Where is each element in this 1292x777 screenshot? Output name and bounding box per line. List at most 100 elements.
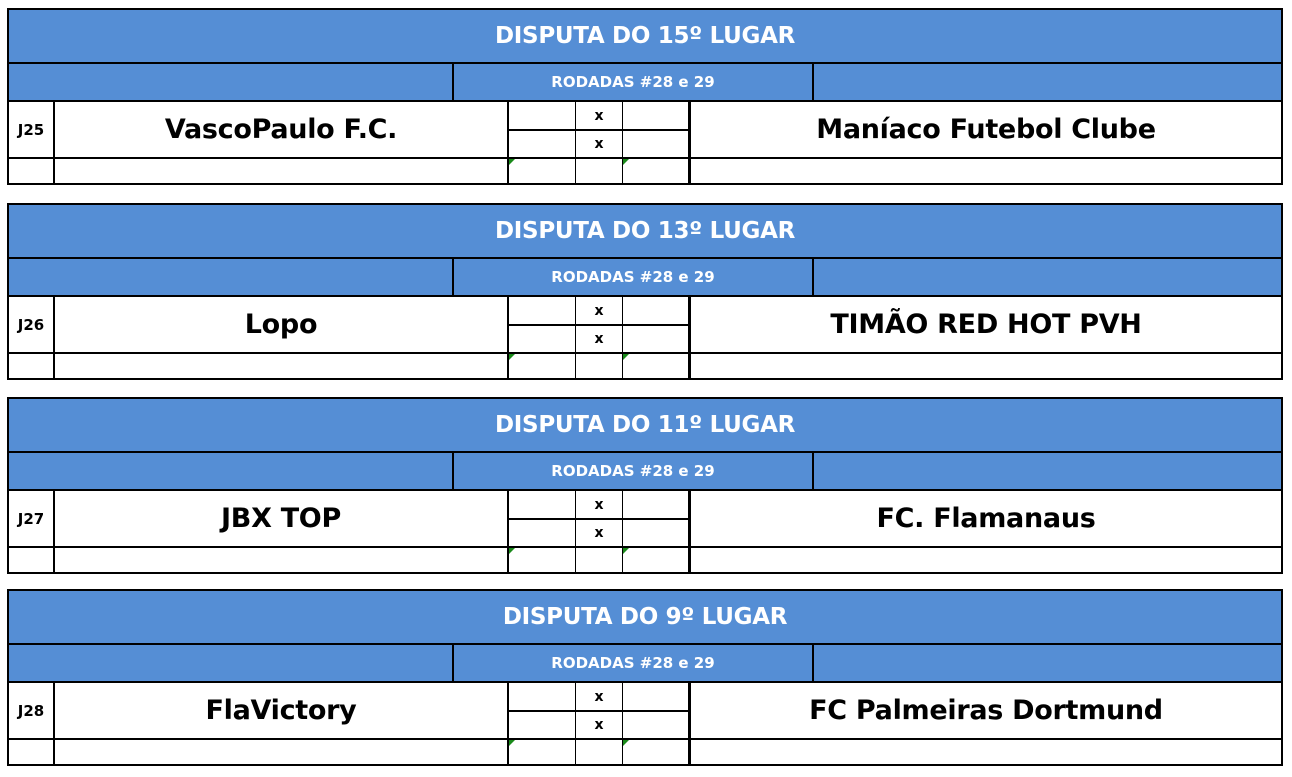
bottom-left-blank[interactable] — [7, 352, 55, 380]
rounds-left-blank[interactable] — [7, 257, 454, 297]
game-id[interactable]: J27 — [7, 489, 55, 548]
home-team-text: FlaVictory — [205, 695, 357, 726]
game-id-text: J25 — [17, 120, 45, 139]
match-title-text: DISPUTA DO 11º LUGAR — [495, 412, 795, 438]
game-id-text: J28 — [17, 701, 45, 720]
home-team-text: VascoPaulo F.C. — [164, 114, 398, 145]
away-score-input[interactable] — [622, 682, 690, 712]
score-bottom-cell[interactable] — [622, 546, 690, 574]
rounds-right-blank[interactable] — [812, 643, 1283, 683]
score-bottom-cell[interactable] — [507, 546, 576, 574]
comment-indicator-icon — [509, 159, 515, 165]
comment-indicator-icon — [623, 740, 629, 746]
game-id-text: J26 — [17, 315, 45, 334]
home-score-input[interactable] — [507, 296, 576, 326]
comment-indicator-icon — [509, 740, 515, 746]
score-bottom-cell[interactable] — [622, 738, 690, 766]
rounds-label-text: RODADAS #28 e 29 — [551, 462, 715, 480]
bottom-home-blank[interactable] — [53, 352, 509, 380]
match-block: DISPUTA DO 9º LUGAR RODADAS #28 e 29 J28 Fl… — [7, 589, 1283, 766]
home-team[interactable]: FlaVictory — [53, 681, 509, 740]
score-bottom-cell[interactable] — [507, 157, 576, 185]
away-score-input[interactable] — [622, 129, 690, 158]
rounds-left-blank[interactable] — [7, 451, 454, 491]
game-id[interactable]: J28 — [7, 681, 55, 740]
home-score-input[interactable] — [507, 682, 576, 712]
rounds-label[interactable]: RODADAS #28 e 29 — [452, 451, 814, 491]
match-title-text: DISPUTA DO 13º LUGAR — [495, 218, 795, 244]
rounds-right-blank[interactable] — [812, 257, 1283, 297]
home-team[interactable]: VascoPaulo F.C. — [53, 100, 509, 159]
bottom-home-blank[interactable] — [53, 738, 509, 766]
versus-mark-text: x — [594, 716, 604, 733]
bottom-away-blank[interactable] — [689, 738, 1283, 766]
versus-mark-text: x — [594, 108, 604, 124]
away-score-input[interactable] — [622, 490, 690, 520]
rounds-left-blank[interactable] — [7, 643, 454, 683]
game-id[interactable]: J26 — [7, 295, 55, 354]
away-score-input[interactable] — [622, 710, 690, 739]
match-title: DISPUTA DO 11º LUGAR — [7, 397, 1283, 453]
home-team-text: JBX TOP — [221, 503, 341, 534]
bottom-away-blank[interactable] — [689, 352, 1283, 380]
rounds-label[interactable]: RODADAS #28 e 29 — [452, 257, 814, 297]
home-score-input[interactable] — [507, 129, 576, 158]
score-bottom-cell[interactable] — [575, 546, 623, 574]
comment-indicator-icon — [623, 354, 629, 360]
bottom-away-blank[interactable] — [689, 157, 1283, 185]
home-score-input[interactable] — [507, 518, 576, 547]
bottom-left-blank[interactable] — [7, 546, 55, 574]
home-team[interactable]: Lopo — [53, 295, 509, 354]
versus-mark: x — [575, 101, 623, 131]
away-score-input[interactable] — [622, 296, 690, 326]
away-score-input[interactable] — [622, 518, 690, 547]
bottom-home-blank[interactable] — [53, 546, 509, 574]
home-score-input[interactable] — [507, 710, 576, 739]
home-score-input[interactable] — [507, 490, 576, 520]
away-team-text: TIMÃO RED HOT PVH — [830, 309, 1142, 340]
rounds-label-text: RODADAS #28 e 29 — [551, 654, 715, 672]
away-team-text: FC. Flamanaus — [876, 503, 1096, 534]
rounds-left-blank[interactable] — [7, 62, 454, 102]
rounds-right-blank[interactable] — [812, 451, 1283, 491]
away-team-text: Maníaco Futebol Clube — [816, 114, 1156, 145]
home-score-input[interactable] — [507, 324, 576, 353]
score-bottom-cell[interactable] — [575, 157, 623, 185]
versus-mark: x — [575, 710, 623, 739]
score-bottom-cell[interactable] — [575, 738, 623, 766]
score-bottom-cell[interactable] — [575, 352, 623, 380]
score-bottom-cell[interactable] — [507, 352, 576, 380]
comment-indicator-icon — [623, 159, 629, 165]
rounds-label[interactable]: RODADAS #28 e 29 — [452, 62, 814, 102]
bottom-home-blank[interactable] — [53, 157, 509, 185]
rounds-right-blank[interactable] — [812, 62, 1283, 102]
bottom-left-blank[interactable] — [7, 738, 55, 766]
rounds-label-text: RODADAS #28 e 29 — [551, 73, 715, 91]
versus-mark: x — [575, 129, 623, 158]
match-block: DISPUTA DO 13º LUGAR RODADAS #28 e 29 J26 L… — [7, 203, 1283, 380]
versus-mark: x — [575, 324, 623, 353]
versus-mark-text: x — [594, 497, 604, 513]
away-team[interactable]: TIMÃO RED HOT PVH — [689, 295, 1283, 354]
game-id[interactable]: J25 — [7, 100, 55, 159]
score-bottom-cell[interactable] — [507, 738, 576, 766]
bottom-left-blank[interactable] — [7, 157, 55, 185]
rounds-label[interactable]: RODADAS #28 e 29 — [452, 643, 814, 683]
rounds-label-text: RODADAS #28 e 29 — [551, 268, 715, 286]
versus-mark-text: x — [594, 135, 604, 152]
score-bottom-cell[interactable] — [622, 352, 690, 380]
bottom-away-blank[interactable] — [689, 546, 1283, 574]
away-team[interactable]: FC. Flamanaus — [689, 489, 1283, 548]
versus-mark: x — [575, 296, 623, 326]
home-team[interactable]: JBX TOP — [53, 489, 509, 548]
away-team[interactable]: FC Palmeiras Dortmund — [689, 681, 1283, 740]
away-score-input[interactable] — [622, 324, 690, 353]
comment-indicator-icon — [509, 548, 515, 554]
away-score-input[interactable] — [622, 101, 690, 131]
score-bottom-cell[interactable] — [622, 157, 690, 185]
match-block: DISPUTA DO 15º LUGAR RODADAS #28 e 29 J25 V… — [7, 8, 1283, 185]
game-id-text: J27 — [17, 509, 45, 528]
away-team[interactable]: Maníaco Futebol Clube — [689, 100, 1283, 159]
versus-mark-text: x — [594, 330, 604, 347]
home-score-input[interactable] — [507, 101, 576, 131]
